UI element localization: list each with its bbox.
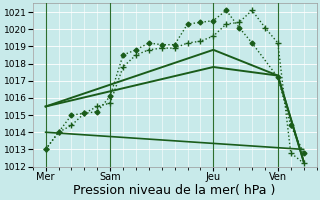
X-axis label: Pression niveau de la mer( hPa ): Pression niveau de la mer( hPa ) — [73, 184, 276, 197]
